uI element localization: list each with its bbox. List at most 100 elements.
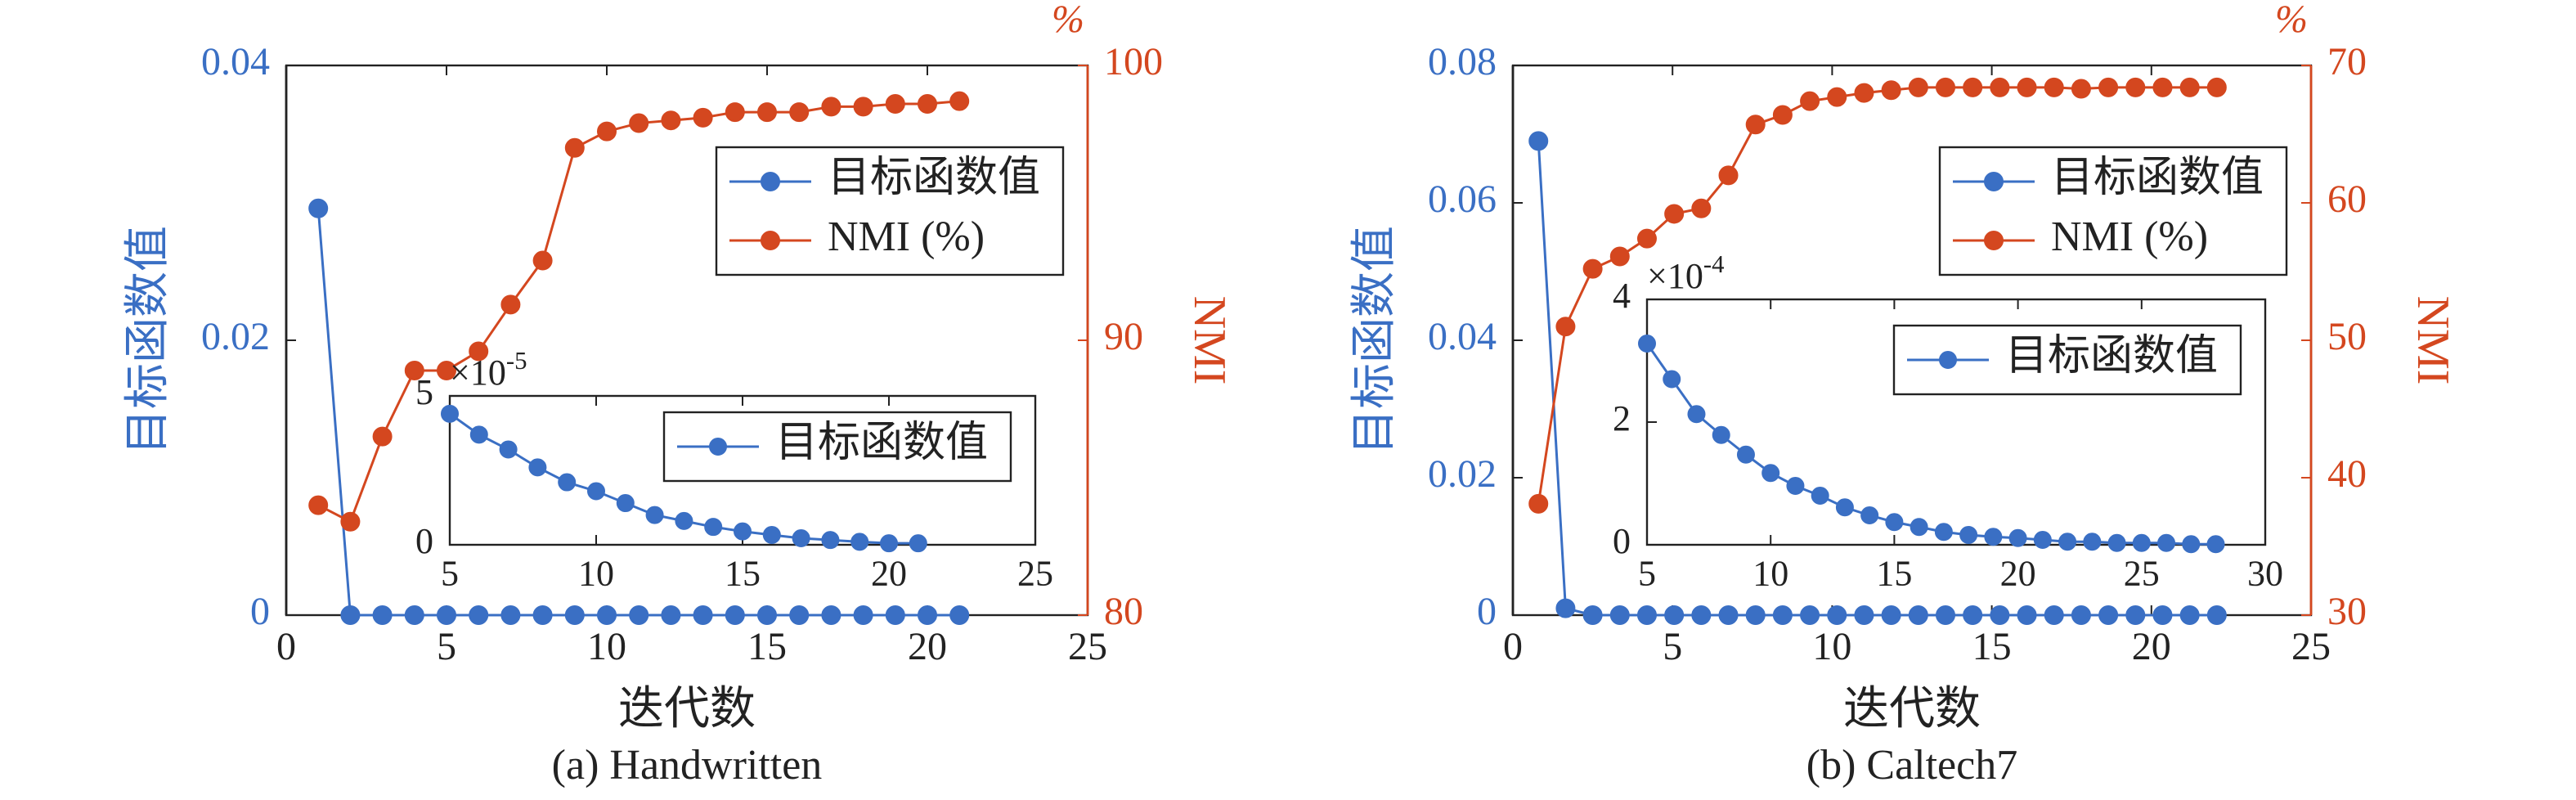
series-marker	[885, 94, 905, 115]
y-tick-label: 2	[1613, 398, 1631, 438]
series-marker	[1528, 493, 1549, 514]
series-marker	[734, 522, 752, 541]
legend-marker	[709, 438, 727, 456]
series-marker	[629, 113, 649, 133]
series-marker	[404, 360, 424, 380]
series-marker	[532, 605, 553, 625]
series-marker	[880, 534, 898, 553]
y2-tick-label: 30	[2327, 590, 2367, 633]
y-tick-label: 0	[1477, 590, 1497, 633]
series-marker	[372, 605, 393, 625]
series-marker	[853, 97, 873, 117]
x-tick-label: 15	[1972, 625, 2012, 668]
series-marker	[885, 605, 905, 625]
y2-tick-label: 40	[2327, 452, 2367, 496]
series-marker	[1745, 115, 1766, 135]
legend-marker	[1984, 172, 2004, 191]
series-marker	[853, 605, 873, 625]
series-marker	[693, 107, 713, 128]
caption: (a) Handwritten	[552, 742, 823, 789]
series-marker	[308, 495, 329, 515]
y-axis-label: 目标函数值	[123, 226, 173, 455]
series-marker	[1664, 605, 1685, 625]
series-marker	[2182, 535, 2201, 554]
series-marker	[499, 440, 518, 459]
series-marker	[587, 482, 605, 501]
x-tick-label: 25	[2124, 554, 2160, 594]
series-marker	[1786, 477, 1805, 495]
y-tick-label: 0.02	[201, 315, 270, 358]
series-marker	[2206, 535, 2225, 554]
series-marker	[2083, 533, 2102, 551]
x-tick-label: 10	[1752, 554, 1788, 594]
series-marker	[2152, 77, 2173, 97]
x-tick-label: 10	[578, 554, 614, 594]
legend-marker	[761, 172, 780, 191]
y-exponent: ×10-4	[1647, 250, 1724, 296]
x-tick-label: 15	[747, 625, 787, 668]
x-tick-label: 20	[908, 625, 947, 668]
y-tick-label: 0	[415, 521, 433, 561]
series-marker	[2098, 77, 2119, 97]
series-marker	[1827, 605, 1847, 625]
x-tick-label: 5	[1663, 625, 1682, 668]
series-marker	[1827, 87, 1847, 107]
x-tick-label: 5	[437, 625, 456, 668]
series-marker	[1860, 506, 1879, 524]
series-marker	[1718, 165, 1739, 186]
y-tick-label: 5	[415, 372, 433, 412]
legend-label: 目标函数值	[2005, 333, 2218, 380]
y-exponent-power: -4	[1703, 250, 1725, 278]
series-marker	[1664, 204, 1685, 224]
series-marker	[2058, 533, 2077, 551]
series-marker	[1528, 131, 1549, 151]
series-marker	[693, 605, 713, 625]
series-marker	[597, 121, 617, 142]
x-tick-label: 0	[276, 625, 296, 668]
series-marker	[372, 426, 393, 447]
legend-marker	[1939, 351, 1957, 369]
series-marker	[1736, 445, 1755, 464]
y-tick-label: 4	[1613, 276, 1631, 316]
series-marker	[1835, 498, 1854, 517]
y-exponent: ×10-5	[450, 347, 527, 393]
series-marker	[2033, 531, 2052, 549]
series-marker	[2125, 605, 2146, 625]
series-marker	[1555, 317, 1576, 337]
series-marker	[2132, 533, 2151, 552]
x-tick-label: 10	[1812, 625, 1851, 668]
series-marker	[340, 605, 361, 625]
series-marker	[675, 511, 693, 530]
y2-unit: %	[2275, 0, 2308, 41]
series-marker	[821, 97, 841, 117]
series-marker	[500, 605, 521, 625]
series-marker	[1990, 77, 2010, 97]
x-tick-label: 25	[1068, 625, 1107, 668]
series-marker	[308, 198, 329, 218]
series-marker	[1811, 487, 1829, 505]
caption: (b) Caltech7	[1806, 742, 2017, 789]
series-marker	[821, 531, 840, 550]
series-marker	[821, 605, 841, 625]
series-marker	[2017, 605, 2037, 625]
y-tick-label: 0.08	[1428, 40, 1497, 83]
series-marker	[2157, 533, 2176, 552]
x-tick-label: 15	[725, 554, 761, 594]
series-marker	[909, 534, 927, 553]
series-marker	[1718, 605, 1739, 625]
series-marker	[645, 506, 664, 524]
series-marker	[949, 91, 970, 111]
series-marker	[661, 605, 681, 625]
y2-tick-label: 70	[2327, 40, 2367, 83]
series-marker	[1990, 605, 2010, 625]
series-marker	[2044, 77, 2064, 97]
x-tick-label: 10	[587, 625, 626, 668]
series-marker	[1881, 605, 1901, 625]
x-tick-label: 25	[2291, 625, 2331, 668]
series-marker	[757, 102, 777, 123]
series-marker	[2017, 77, 2037, 97]
series-marker	[1712, 425, 1730, 444]
series-marker	[1959, 526, 1978, 544]
y2-tick-label: 90	[1104, 315, 1143, 358]
